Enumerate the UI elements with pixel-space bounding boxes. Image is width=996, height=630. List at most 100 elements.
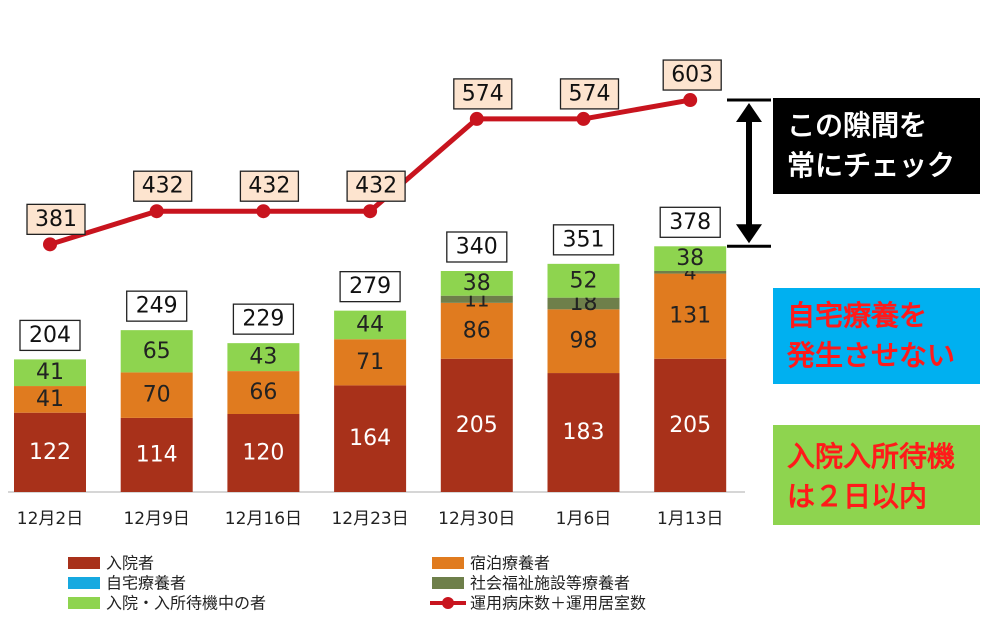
bar-value-label: 164 (349, 426, 391, 451)
x-tick-label: 12月30日 (438, 509, 515, 529)
legend-label: 入院・入所待機中の者 (106, 594, 266, 613)
bar-value-label: 131 (669, 304, 711, 329)
legend-swatch (432, 577, 464, 589)
legend-line-marker (442, 597, 454, 609)
total-label-box (659, 206, 721, 238)
capacity-point (576, 111, 591, 126)
bar-segment-1 (440, 358, 513, 492)
bar-segment-5 (654, 246, 727, 271)
capacity-label-box (662, 59, 722, 91)
bar-segment-1 (334, 385, 407, 492)
bar-value-label: 41 (36, 387, 64, 412)
bar-value-label: 71 (356, 350, 384, 375)
bar-value-label: 205 (456, 413, 498, 438)
legend-label: 入院者 (106, 554, 154, 573)
bar-segment-2 (654, 273, 727, 359)
capacity-label-box (453, 78, 513, 110)
bar-segment-5 (547, 263, 620, 298)
gap-check-note-line-1: この隙間を (787, 109, 928, 142)
total-label: 279 (349, 274, 391, 299)
x-tick-label: 12月16日 (225, 509, 302, 529)
bar-segment-2 (120, 372, 193, 418)
legend-swatch (432, 557, 464, 569)
capacity-point (469, 111, 484, 126)
home-care-note: 自宅療養を 発生させない (773, 288, 980, 384)
total-label: 351 (563, 227, 605, 252)
bar-value-label: 38 (676, 246, 704, 271)
bar-segment-2 (440, 302, 513, 359)
bar-value-label: 70 (143, 383, 171, 408)
capacity-point (256, 204, 271, 219)
bar-value-label: 114 (136, 442, 178, 467)
bar-value-label: 65 (143, 339, 171, 364)
bar-value-label: 183 (563, 420, 605, 445)
capacity-label-box (26, 203, 86, 236)
bar-segment-4 (654, 271, 727, 274)
bar-segment-2 (547, 309, 620, 374)
bar-value-label: 52 (570, 268, 598, 293)
bar-value-label: 66 (249, 380, 277, 405)
bar-segment-4 (440, 295, 513, 303)
bar-segment-1 (14, 412, 86, 492)
total-label: 229 (242, 307, 284, 332)
bar-value-label: 120 (242, 441, 284, 466)
gap-check-note-line-2: 常にチェック (787, 149, 956, 182)
legend-label: 社会福祉施設等療養者 (470, 574, 630, 593)
capacity-point (363, 204, 378, 219)
home-care-note-line-1: 自宅療養を (787, 299, 928, 332)
bar-segment-1 (227, 414, 300, 492)
bar-value-label: 44 (356, 312, 384, 337)
gap-arrow-head-up (736, 103, 762, 123)
total-label: 378 (669, 210, 711, 235)
total-label-box (552, 224, 615, 256)
capacity-label: 381 (35, 207, 77, 232)
capacity-label: 432 (142, 174, 184, 199)
bar-segment-5 (227, 343, 300, 372)
total-label-box (446, 231, 508, 263)
bar-value-label: 41 (36, 360, 64, 385)
bar-segment-2 (334, 339, 407, 386)
total-label-box (19, 319, 81, 352)
bar-segment-4 (547, 297, 620, 310)
total-label: 204 (29, 323, 71, 348)
gap-check-note: この隙間を 常にチェック (773, 98, 980, 194)
bar-segment-2 (227, 371, 300, 414)
x-tick-label: 1月13日 (657, 509, 723, 529)
bar-segment-2 (14, 386, 86, 413)
bar-segment-5 (120, 330, 193, 373)
capacity-label-box (133, 170, 193, 202)
bar-value-label: 43 (249, 345, 277, 370)
bar-segment-5 (334, 310, 407, 340)
capacity-point (683, 93, 698, 108)
capacity-label: 574 (462, 81, 504, 106)
legend-label: 運用病床数＋運用居室数 (470, 594, 646, 613)
bar-segment-5 (14, 359, 86, 387)
legend-swatch (68, 577, 100, 589)
bar-segment-5 (440, 271, 513, 296)
x-tick-label: 12月23日 (331, 509, 408, 529)
capacity-label: 432 (248, 174, 290, 199)
gap-arrow-head-down (736, 224, 762, 244)
capacity-label: 603 (671, 63, 713, 88)
capacity-label: 574 (569, 81, 611, 106)
legend-swatch (68, 557, 100, 569)
bar-segment-1 (654, 358, 727, 492)
legend-label: 自宅療養者 (106, 574, 186, 593)
capacity-label-box (559, 78, 620, 110)
total-label-box (126, 290, 188, 322)
home-care-note-line-2: 発生させない (787, 339, 956, 372)
bar-segment-1 (120, 417, 193, 492)
x-tick-label: 1月6日 (556, 509, 612, 529)
waiting-note: 入院入所待機 は２日以内 (773, 425, 980, 525)
bar-value-label: 205 (669, 413, 711, 438)
legend-label: 宿泊療養者 (470, 554, 550, 573)
capacity-label-box (346, 170, 406, 202)
waiting-note-line-1: 入院入所待機 (787, 440, 956, 473)
capacity-point (149, 204, 164, 219)
total-label: 249 (136, 294, 178, 319)
total-label-box (232, 303, 295, 335)
capacity-point (43, 237, 57, 252)
total-label: 340 (456, 235, 498, 260)
legend-swatch (68, 597, 100, 609)
